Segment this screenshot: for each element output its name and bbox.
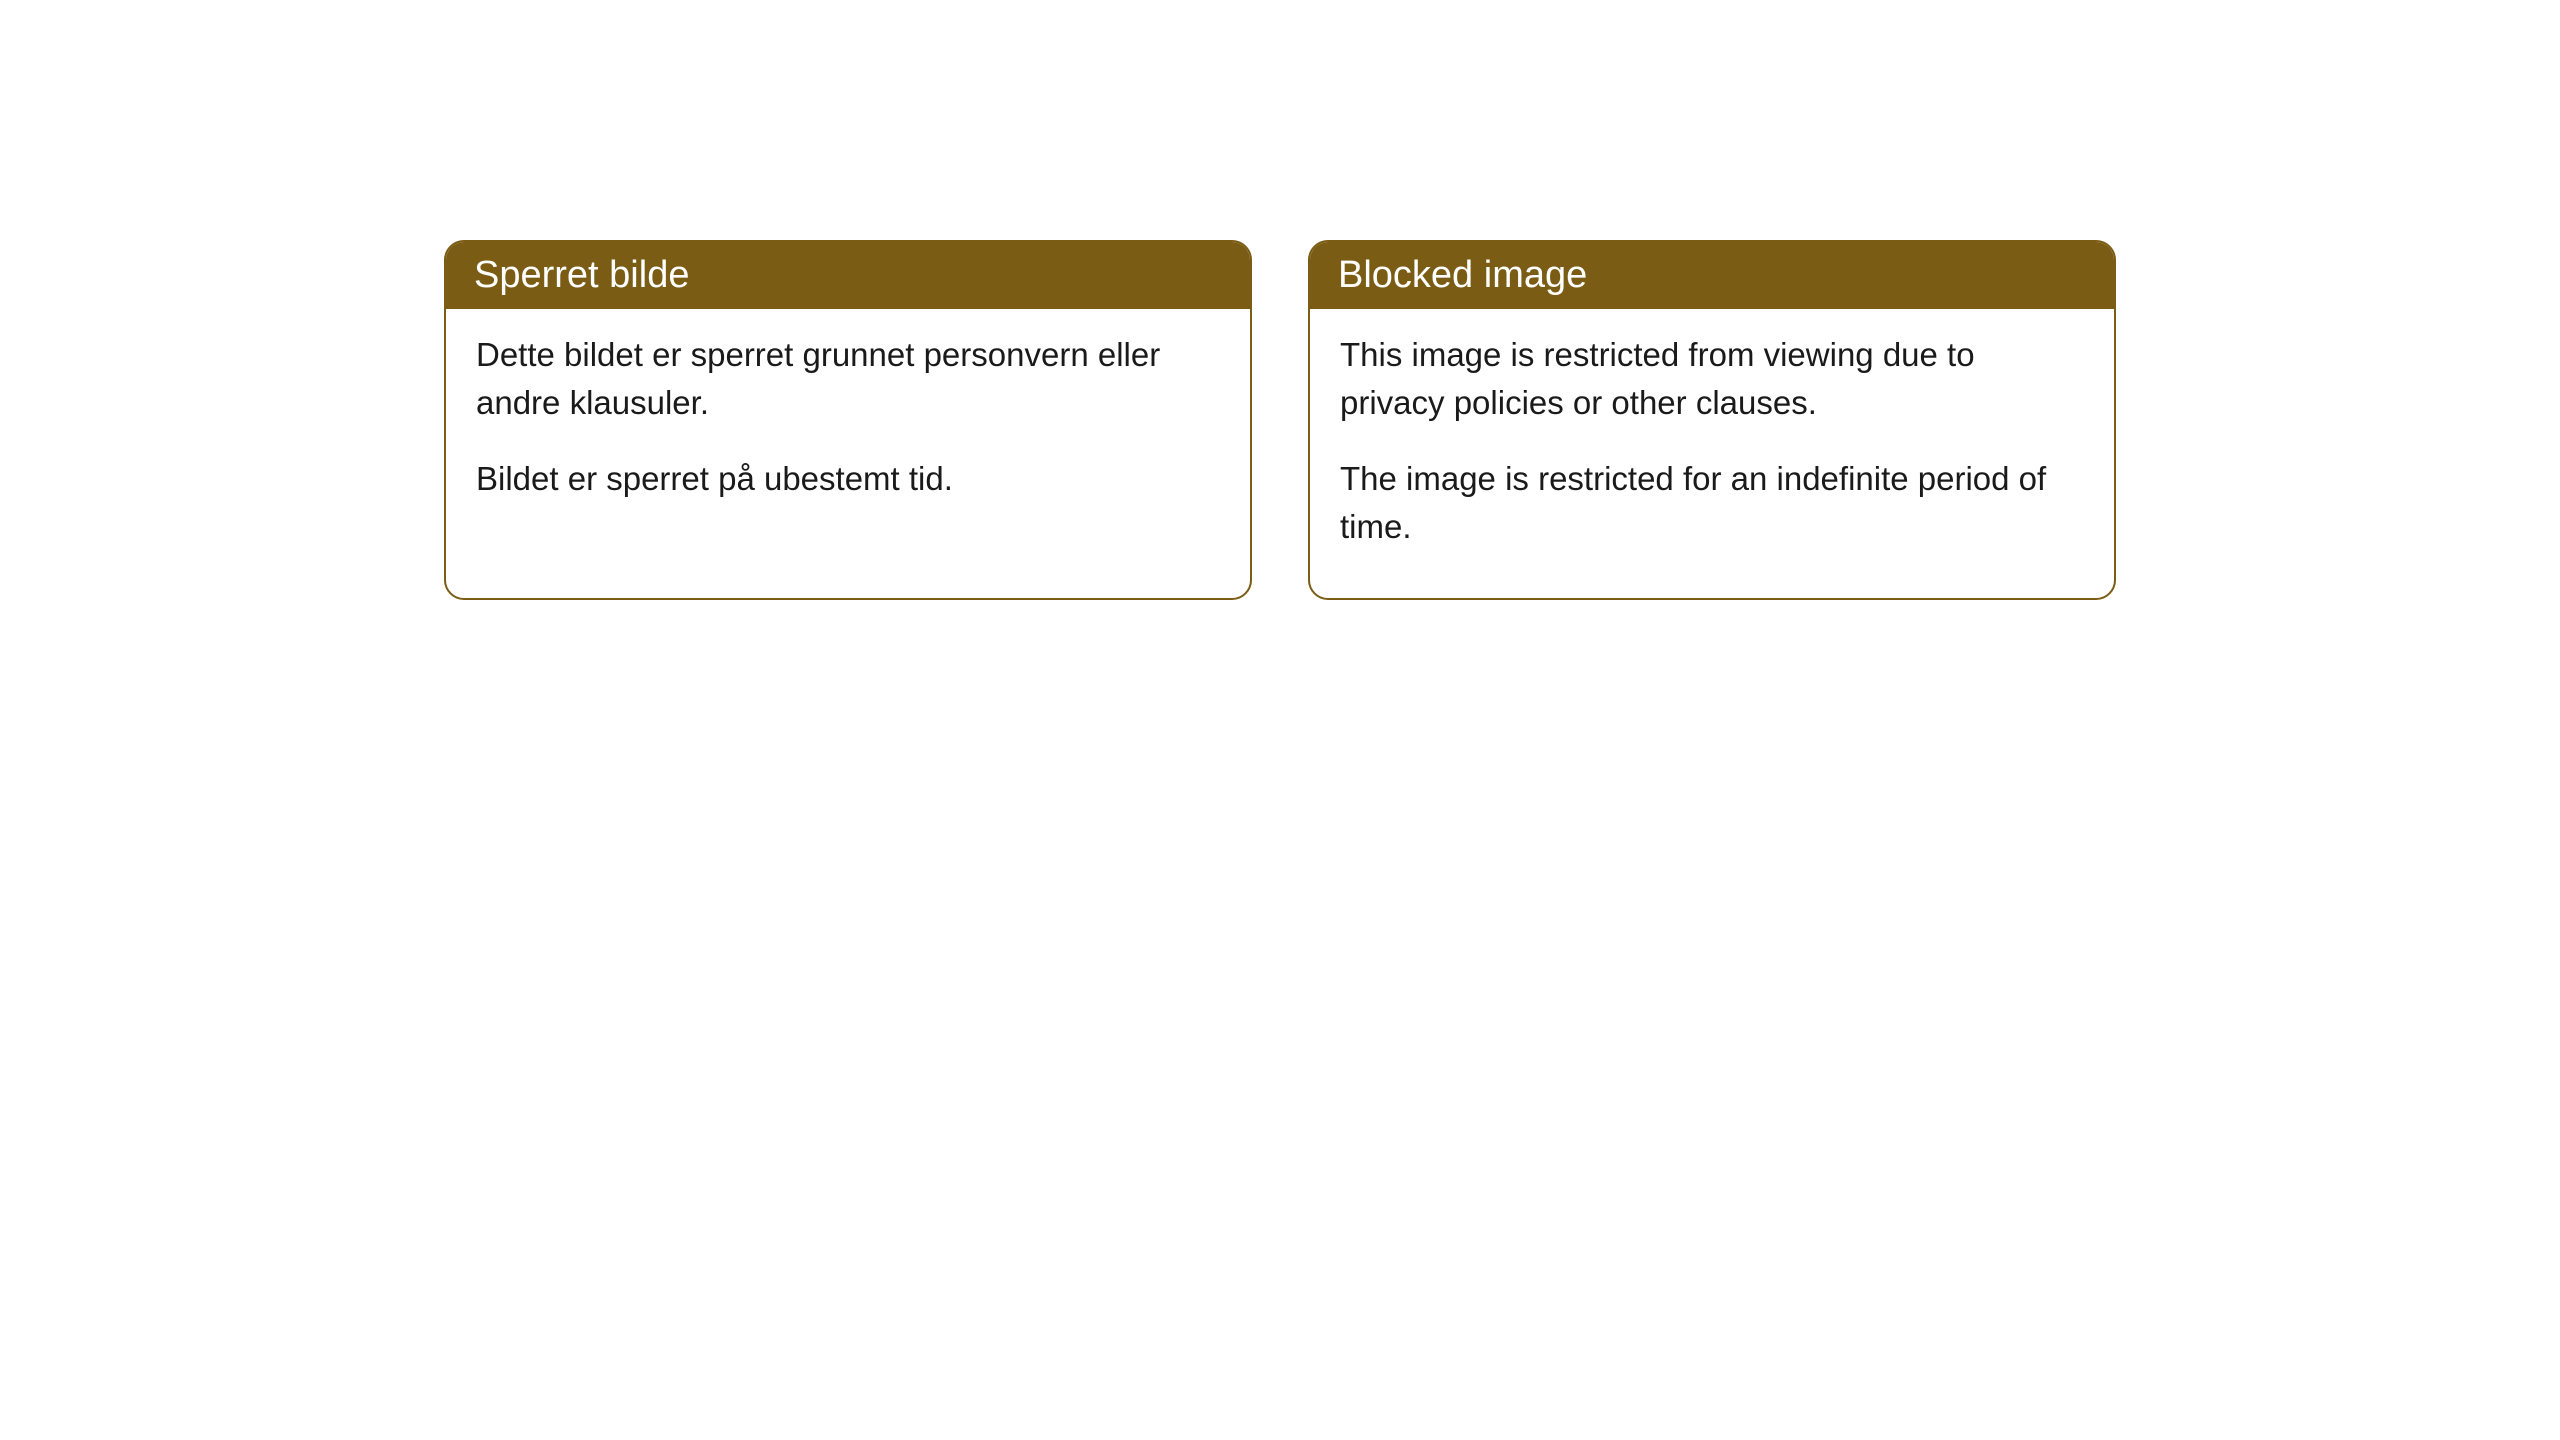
notice-container: Sperret bilde Dette bildet er sperret gr… [0,240,2560,600]
blocked-image-card-norwegian: Sperret bilde Dette bildet er sperret gr… [444,240,1252,600]
blocked-image-card-english: Blocked image This image is restricted f… [1308,240,2116,600]
card-paragraph: Bildet er sperret på ubestemt tid. [476,455,1220,503]
card-body-norwegian: Dette bildet er sperret grunnet personve… [446,309,1250,551]
card-body-english: This image is restricted from viewing du… [1310,309,2114,598]
card-paragraph: Dette bildet er sperret grunnet personve… [476,331,1220,427]
card-paragraph: This image is restricted from viewing du… [1340,331,2084,427]
card-title: Blocked image [1338,254,1587,296]
card-paragraph: The image is restricted for an indefinit… [1340,455,2084,551]
card-title: Sperret bilde [474,254,689,296]
card-header-norwegian: Sperret bilde [446,242,1250,309]
card-header-english: Blocked image [1310,242,2114,309]
